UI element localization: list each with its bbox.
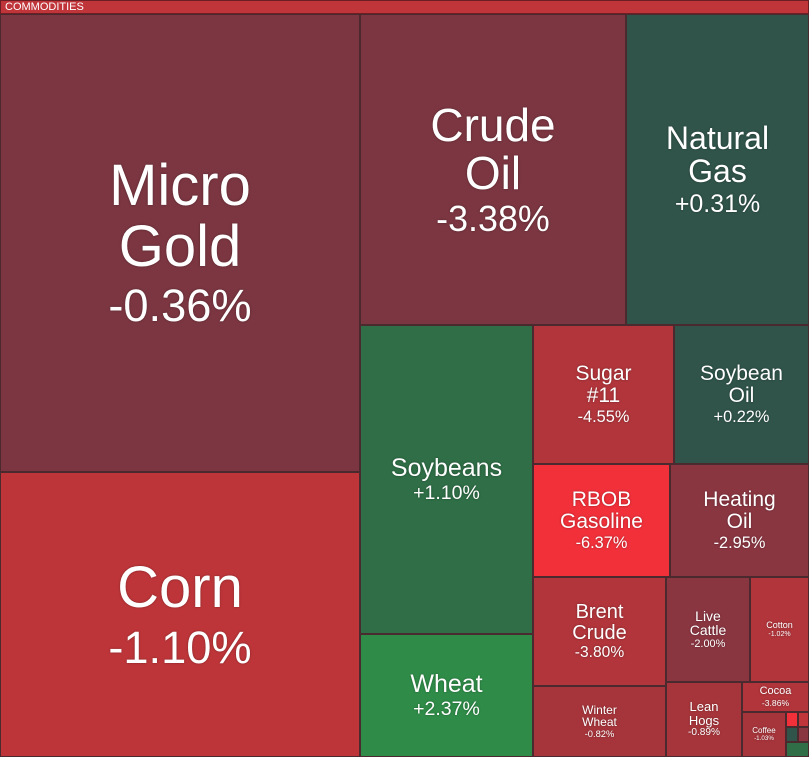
tile[interactable]: Heating Oil -2.95% xyxy=(670,464,809,577)
tile-name: Cocoa xyxy=(759,685,792,698)
tile-change: -3.80% xyxy=(574,644,625,662)
tile-change: -1.03% xyxy=(754,734,774,742)
tile-name: Corn xyxy=(117,555,243,620)
tiny-tile[interactable] xyxy=(798,727,809,742)
tile[interactable]: Lean Hogs -0.89% xyxy=(666,682,742,757)
tile-change: -0.82% xyxy=(584,728,615,739)
tiny-tile[interactable] xyxy=(786,712,798,727)
tiny-tile[interactable] xyxy=(786,727,798,742)
tile-name: Oil xyxy=(464,146,522,199)
tile-change: -1.10% xyxy=(108,621,252,673)
tile-name: #11 xyxy=(586,384,621,408)
tile[interactable]: Cotton -1.02% xyxy=(750,577,809,682)
tile-name: Oil xyxy=(726,510,753,534)
tile[interactable]: Winter Wheat -0.82% xyxy=(533,686,666,757)
tile-change: -0.89% xyxy=(687,727,721,739)
tile[interactable]: Natural Gas +0.31% xyxy=(626,14,809,325)
tile-change: -6.37% xyxy=(575,533,628,552)
tile-change: -2.95% xyxy=(713,533,766,552)
tile[interactable]: Brent Crude -3.80% xyxy=(533,577,666,686)
tile[interactable]: Coffee -1.03% xyxy=(742,712,786,757)
tile-change: +2.37% xyxy=(413,698,480,721)
tile-change: +1.10% xyxy=(413,482,480,505)
tile-name: Wheat xyxy=(582,715,617,730)
tile-change: -4.55% xyxy=(577,407,630,426)
tile-name: Natural xyxy=(665,119,770,156)
tile-name: Cattle xyxy=(689,622,727,639)
tile-name: Micro xyxy=(109,153,251,219)
tile[interactable]: Crude Oil -3.38% xyxy=(360,14,626,325)
tile-change: -1.02% xyxy=(768,630,791,638)
tile-name: Oil xyxy=(728,384,755,408)
tile-name: Gold xyxy=(118,213,242,279)
tile[interactable]: Wheat +2.37% xyxy=(360,634,533,757)
tile-name: Heating xyxy=(703,488,776,512)
tile[interactable]: RBOB Gasoline -6.37% xyxy=(533,464,670,577)
tile[interactable]: Soybean Oil +0.22% xyxy=(674,325,809,464)
tile[interactable]: Cocoa -3.86% xyxy=(742,682,809,712)
tile-name: Sugar xyxy=(575,362,632,386)
tile-name: Gasoline xyxy=(560,510,643,534)
tile-name: Lean xyxy=(689,699,719,715)
tile-name: Gas xyxy=(688,153,747,190)
tile-name: RBOB xyxy=(571,488,632,512)
tile-name: Live xyxy=(695,607,721,624)
tile[interactable]: Corn -1.10% xyxy=(0,472,360,757)
tile-name: Coffee xyxy=(752,725,776,735)
tile-change: -0.36% xyxy=(108,280,252,332)
tile-name: Crude xyxy=(572,621,627,644)
tile-name: Wheat xyxy=(410,670,483,699)
tile-name: Cotton xyxy=(766,619,793,630)
tiny-tile[interactable] xyxy=(798,712,809,727)
tile[interactable]: Sugar #11 -4.55% xyxy=(533,325,674,464)
tile-name: Crude xyxy=(430,98,556,151)
tile-change: -3.38% xyxy=(436,198,550,239)
tiny-tile[interactable] xyxy=(786,742,809,757)
tile-change: +0.22% xyxy=(713,407,770,426)
tile-change: +0.31% xyxy=(674,190,761,219)
tile[interactable]: Micro Gold -0.36% xyxy=(0,14,360,472)
tile-name: Winter xyxy=(582,702,617,717)
tile-name: Hogs xyxy=(688,712,720,728)
tile-name: Soybeans xyxy=(390,454,503,483)
tile-change: -3.86% xyxy=(761,697,790,708)
header: COMMODITIES xyxy=(0,0,809,14)
tile-change: -2.00% xyxy=(690,638,726,651)
tile-name: Soybean xyxy=(700,362,783,386)
tile-name: Brent xyxy=(575,600,624,623)
tile[interactable]: Live Cattle -2.00% xyxy=(666,577,750,682)
tile[interactable]: Soybeans +1.10% xyxy=(360,325,533,634)
